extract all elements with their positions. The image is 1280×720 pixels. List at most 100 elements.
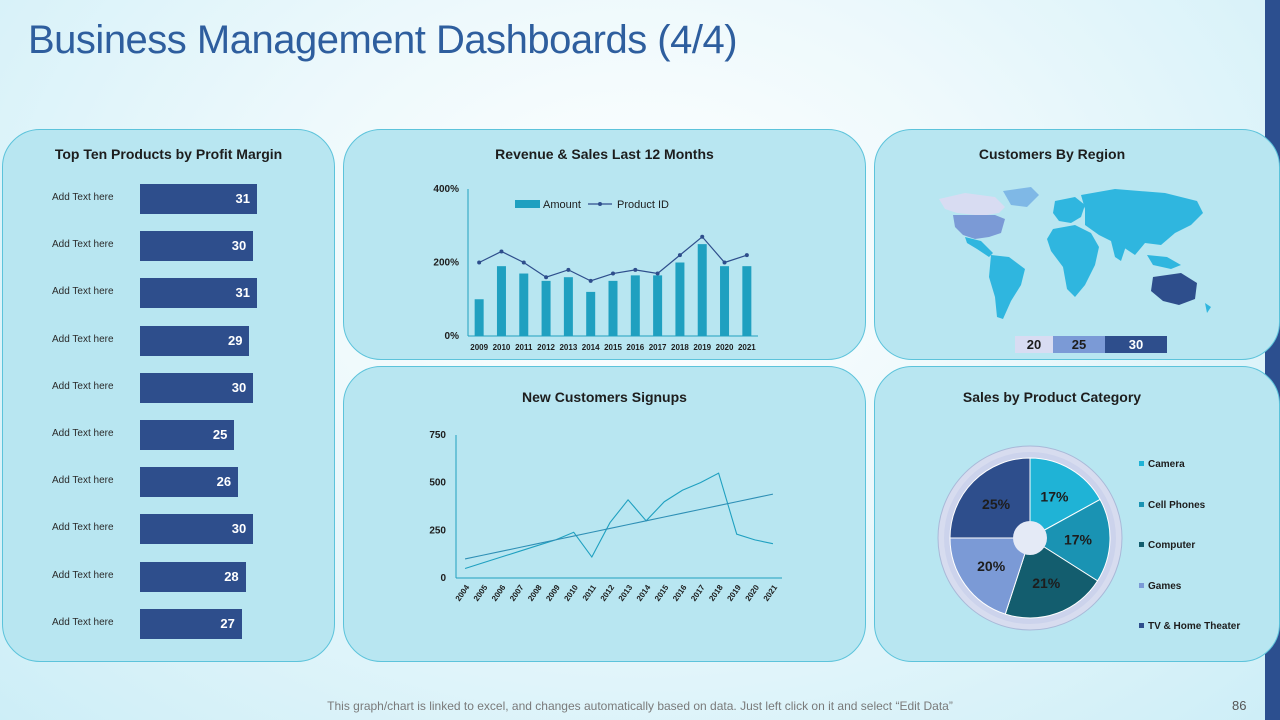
sales-category-title: Sales by Product Category: [962, 389, 1142, 405]
pie-slice: [949, 457, 1031, 539]
bar-label: Add Text here: [52, 428, 114, 439]
bar: 30: [140, 372, 254, 403]
bar-label: Add Text here: [52, 239, 114, 251]
bar-label: Add Text here: [52, 616, 114, 628]
product-id-point: [566, 267, 571, 272]
bar-label: Add Text here: [52, 380, 114, 392]
revenue-bar: [742, 266, 752, 336]
x-tick-label: 2021: [738, 343, 756, 352]
signups-title: New Customers Signups: [522, 389, 687, 405]
x-tick-label: 2020: [716, 343, 734, 352]
pie-value-label: 25%: [982, 496, 1011, 512]
pie-legend-swatch: [1139, 542, 1144, 547]
footer-note: This graph/chart is linked to excel, and…: [327, 699, 953, 713]
bar-label: Add Text here: [52, 475, 114, 487]
bar: 25: [140, 420, 235, 450]
bar: 31: [140, 184, 257, 214]
revenue-bar: [541, 280, 551, 336]
revenue-bar: [720, 266, 730, 336]
region-scale-legend: 20 25 30: [1015, 336, 1167, 353]
pie-value-label: 21%: [1032, 575, 1061, 591]
product-id-point: [744, 253, 749, 258]
pie-slice: [1029, 457, 1101, 539]
bar-value: 30: [231, 379, 247, 395]
page-title: Business Management Dashboards (4/4): [28, 18, 738, 62]
map-europe: [1053, 197, 1085, 223]
x-tick-label: 2018: [671, 343, 689, 352]
legend-amount-swatch: [515, 200, 540, 208]
map-central-america: [965, 237, 993, 257]
pie-value-label: 20%: [977, 558, 1006, 574]
legend-product-label: Product ID: [617, 199, 669, 211]
revenue-bar: [563, 277, 573, 336]
pie-legend-label: TV & Home Theater: [1148, 621, 1241, 632]
pie-legend-label: Games: [1148, 581, 1182, 592]
pie-legend-swatch: [1139, 502, 1144, 507]
pie-value-label: 17%: [1040, 489, 1069, 505]
pie-slice: [1004, 537, 1099, 619]
pie-legend-swatch: [1139, 461, 1144, 466]
revenue-title: Revenue & Sales Last 12 Months: [495, 146, 714, 162]
pie-center-hole: [1013, 521, 1047, 555]
pie-legend-label: Computer: [1148, 540, 1196, 551]
map-africa: [1047, 225, 1099, 297]
revenue-bar: [675, 262, 685, 336]
pie-legend-item: Camera: [1139, 459, 1185, 470]
revenue-bar: [586, 291, 596, 336]
product-id-point: [521, 260, 526, 265]
bar-value: 31: [235, 191, 250, 206]
bar-value: 30: [231, 521, 247, 537]
bar-value: 26: [216, 474, 232, 490]
revenue-bar: [519, 273, 529, 336]
signups-series-line: [464, 472, 774, 569]
x-tick-label: 2019: [693, 343, 711, 352]
map-canada: [939, 193, 1005, 215]
customers-region-title: Customers By Region: [978, 146, 1126, 162]
revenue-bar: [653, 275, 663, 336]
product-id-point: [700, 234, 705, 239]
legend-amount-label: Amount: [543, 199, 581, 211]
revenue-panel: Revenue & Sales Last 12 Months: [343, 129, 866, 360]
product-id-point: [677, 253, 682, 258]
signups-panel: New Customers Signups: [343, 366, 866, 662]
y-tick-label: 500: [429, 478, 446, 489]
bar-label: Add Text here: [52, 286, 114, 298]
map-new-zealand: [1205, 303, 1211, 313]
region-scale-high: 30: [1105, 336, 1167, 353]
bar: 28: [140, 561, 246, 592]
pie-slice: [949, 537, 1031, 615]
revenue-bar: [474, 299, 484, 336]
map-se-asia: [1147, 255, 1181, 269]
x-tick-label: 2012: [537, 343, 555, 352]
pie-legend-item: TV & Home Theater: [1139, 621, 1240, 632]
region-scale-low: 20: [1015, 336, 1053, 353]
map-south-america: [989, 255, 1025, 319]
product-id-point: [722, 260, 727, 265]
x-tick-label: 2015: [604, 343, 622, 352]
x-tick-label: 2010: [493, 343, 511, 352]
bar-value: 27: [220, 615, 235, 631]
y-tick-label: 0%: [445, 331, 460, 342]
product-id-point: [655, 271, 660, 276]
pie-legend-label: Cell Phones: [1148, 500, 1206, 511]
map-greenland: [1003, 187, 1039, 207]
product-id-point: [477, 260, 482, 265]
y-tick-label: 400%: [433, 184, 459, 195]
y-tick-label: 750: [429, 430, 446, 441]
legend-product-marker: [598, 202, 602, 206]
bar-value: 29: [227, 332, 243, 348]
bar-value: 31: [235, 285, 250, 301]
y-tick-label: 250: [429, 525, 446, 536]
bar-label: Add Text here: [52, 569, 114, 581]
map-asia: [1081, 189, 1203, 255]
bar: 29: [140, 325, 250, 356]
bar-label: Add Text here: [52, 522, 114, 534]
pie-legend-item: Computer: [1139, 540, 1195, 551]
bar: 27: [140, 608, 242, 639]
pie-legend-swatch: [1139, 623, 1144, 628]
bar-value: 28: [224, 568, 239, 584]
world-map: [939, 187, 1211, 319]
